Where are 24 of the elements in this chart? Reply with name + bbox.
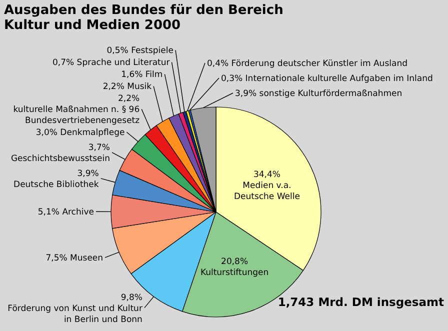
data-label: 3,9% [77,168,99,179]
data-label: 34,4% [253,170,280,180]
slice-label: 5,1% Archive [38,208,94,218]
data-label: 9,8% [120,292,142,303]
slice-label: 3,0% Denkmalpflege [36,128,125,138]
slice-label: 3,9% sonstige Kulturfördermaßnahmen [235,89,402,99]
slice-label: 7,5% Museen [46,254,104,264]
slice-label: 0,5% Festspiele [106,46,174,56]
slice-label: Medien v.a. Deutsche Welle [234,180,300,202]
chart-title: Ausgaben des Bundes für den Bereich Kultur und Medien 2000 [4,3,284,33]
slice-label: 0,7% Sprache und Literatur [52,58,170,68]
data-label: 3,7% [88,142,110,153]
data-label: 20,8% [221,257,248,268]
slice-label: Förderung von Kunst und Kultur in Berlin und Bonn [8,304,143,325]
slice-label: 2,2% Musik [102,82,152,92]
slice-label: Geschichtsbewusstsein [10,154,110,164]
slice-label: Deutsche Bibliothek [14,180,99,190]
slice-label: 0,4% Förderung deutscher Künstler im Ausland [207,59,408,69]
slice-label: kulturelle Maßnahmen n. § 96 Bundesvertriebenengesetz [13,105,140,126]
slice-label: Kulturstiftungen [200,268,269,278]
slice-label: 1,6% Film [121,70,163,80]
slice-label: 0,3% Internationale kulturelle Aufgaben im Inland [221,74,433,84]
text: 1,743 Mrd. DM insgesamt [278,295,444,309]
data-label: 2,2% [118,94,140,104]
